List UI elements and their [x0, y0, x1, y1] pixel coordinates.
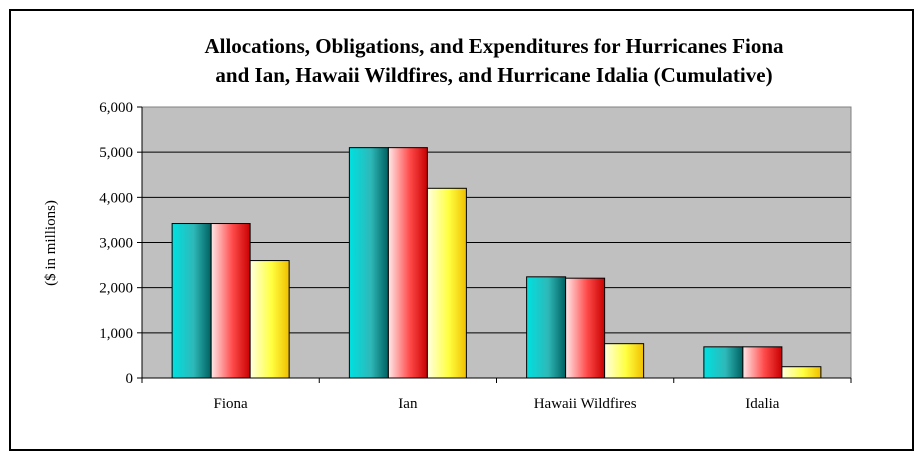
y-tick-labels: 0 1,000 2,000 3,000 4,000 5,000 6,000: [99, 100, 133, 387]
x-category-label: Idalia: [745, 396, 779, 412]
y-tick-label: 5,000: [99, 145, 133, 161]
y-tick-label: 0: [126, 371, 134, 387]
x-category-label: Hawaii Wildfires: [534, 396, 637, 412]
bar: [781, 366, 822, 379]
bar: [426, 187, 467, 379]
y-tick-label: 2,000: [99, 281, 133, 297]
y-axis-label: ($ in millions): [43, 200, 59, 286]
chart-title-line-2: and Ian, Hawaii Wildfires, and Hurricane…: [215, 63, 772, 87]
bar: [171, 223, 212, 379]
y-tick-label: 3,000: [99, 236, 133, 252]
bar: [742, 346, 783, 379]
axes: [137, 106, 852, 383]
bars: [171, 147, 822, 379]
x-category-label: Fiona: [214, 396, 249, 412]
bar: [387, 147, 428, 379]
chart-title-line-1: Allocations, Obligations, and Expenditur…: [204, 34, 784, 58]
bar: [210, 223, 251, 379]
bar: [565, 277, 606, 379]
x-category-labels: Fiona Ian Hawaii Wildfires Idalia: [214, 396, 780, 412]
x-category-label: Ian: [398, 396, 418, 412]
bar: [348, 147, 389, 379]
bar: [249, 260, 290, 379]
y-tick-label: 6,000: [99, 100, 133, 116]
y-tick-label: 1,000: [99, 326, 133, 342]
bar: [526, 276, 567, 379]
bar: [703, 346, 744, 379]
bar: [604, 343, 645, 379]
y-tick-label: 4,000: [99, 190, 133, 206]
